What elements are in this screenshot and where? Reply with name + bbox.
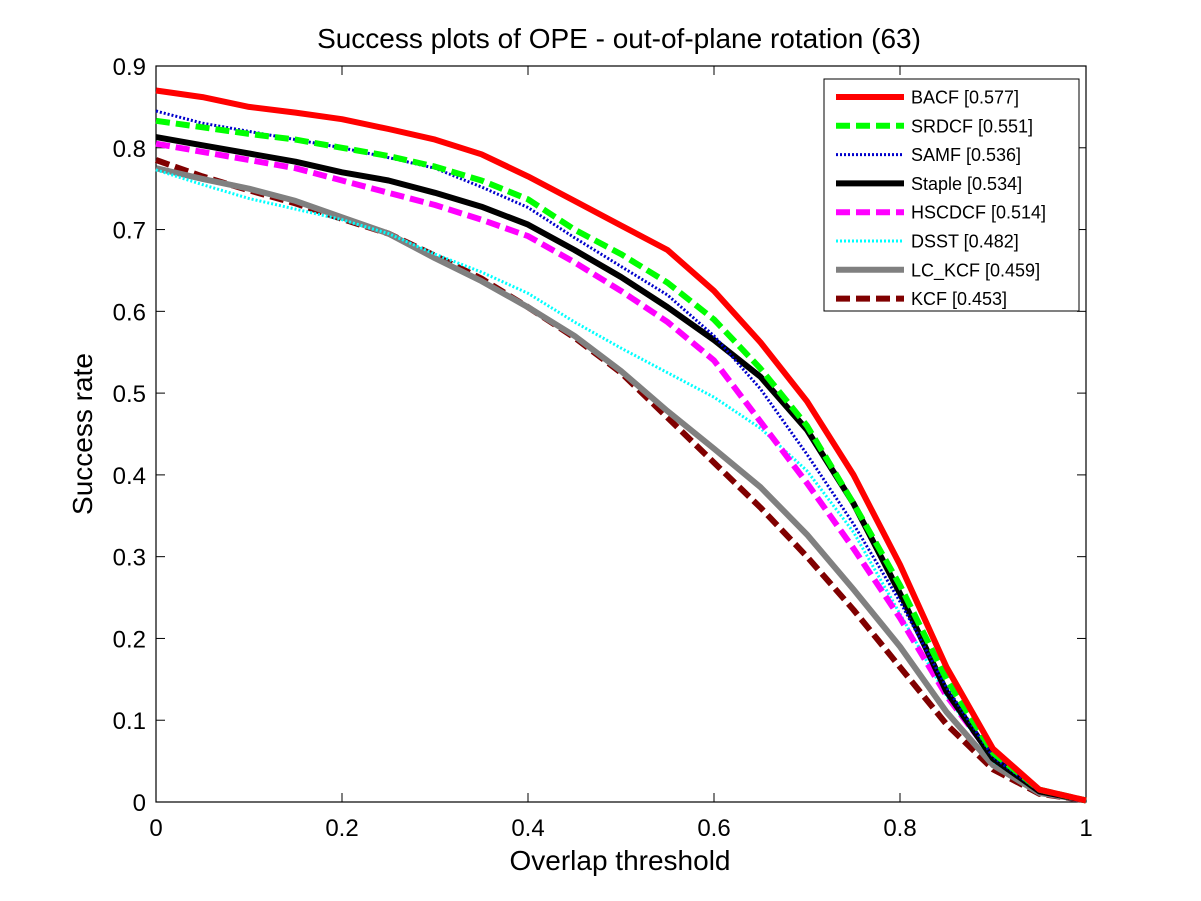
y-tick-label: 0.6 <box>113 299 146 326</box>
y-tick-label: 0.5 <box>113 381 146 408</box>
series-line-5 <box>155 168 1087 802</box>
x-tick-label: 0 <box>149 815 162 842</box>
y-tick-label: 0.4 <box>113 463 146 490</box>
y-tick-label: 0.9 <box>113 54 146 81</box>
legend-label: HSCDCF [0.514] <box>911 203 1046 223</box>
series-lines <box>155 87 1087 804</box>
legend-label: DSST [0.482] <box>911 232 1019 252</box>
axis-ticks <box>155 65 1087 803</box>
x-tick-labels: 0 0.2 0.4 0.6 0.8 1 <box>149 815 1092 842</box>
legend-label: KCF [0.453] <box>911 289 1007 309</box>
legend: BACF [0.577] SRDCF [0.551] SAMF [0.536] Sta… <box>823 78 1080 312</box>
y-tick-label: 0 <box>133 790 146 817</box>
series-line-1 <box>155 117 1087 804</box>
series-line-3 <box>155 134 1087 804</box>
legend-label: SRDCF [0.551] <box>911 116 1033 136</box>
y-tick-label: 0.1 <box>113 708 146 735</box>
x-tick-label: 0.2 <box>325 815 358 842</box>
x-tick-label: 0.8 <box>883 815 916 842</box>
y-tick-label: 0.8 <box>113 136 146 163</box>
x-tick-label: 1 <box>1079 815 1092 842</box>
y-axis-label: Success rate <box>67 353 98 515</box>
x-axis-label: Overlap threshold <box>509 845 730 876</box>
legend-label: LC_KCF [0.459] <box>911 260 1040 281</box>
legend-label: Staple [0.534] <box>911 174 1022 194</box>
y-tick-label: 0.2 <box>113 626 146 653</box>
x-tick-label: 0.4 <box>511 815 544 842</box>
y-tick-label: 0.7 <box>113 218 146 245</box>
chart-title: Success plots of OPE - out-of-plane rota… <box>317 23 921 54</box>
legend-label: SAMF [0.536] <box>911 145 1021 165</box>
series-line-2 <box>155 109 1087 802</box>
series-line-4 <box>155 140 1087 804</box>
y-tick-label: 0.3 <box>113 545 146 572</box>
series-line-0 <box>155 87 1087 804</box>
legend-label: BACF [0.577] <box>911 88 1019 108</box>
y-tick-labels: 0 0.1 0.2 0.3 0.4 0.5 0.6 0.7 0.8 0.9 <box>113 54 146 817</box>
x-tick-label: 0.6 <box>697 815 730 842</box>
series-line-6 <box>155 165 1087 804</box>
